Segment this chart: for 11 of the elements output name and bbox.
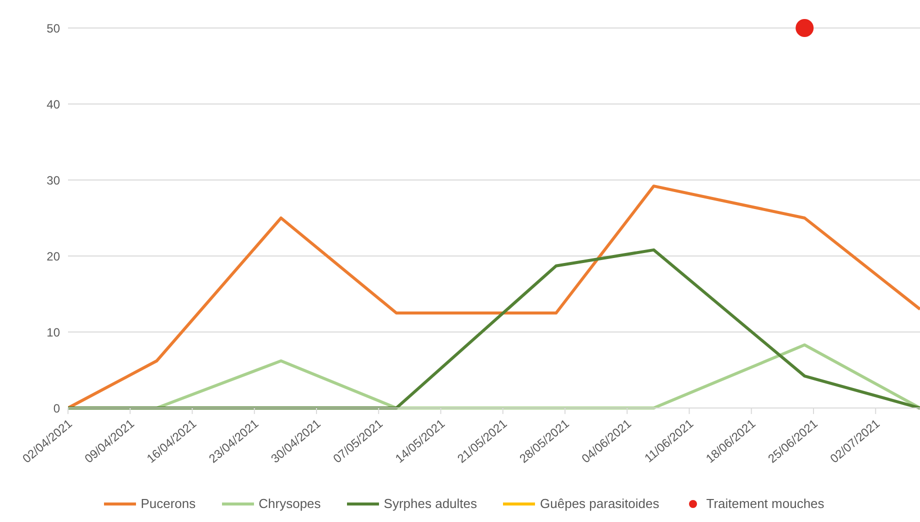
y-tick-label: 0: [53, 401, 60, 416]
y-tick-label: 20: [46, 249, 60, 264]
legend-label: Syrphes adultes: [382, 496, 478, 511]
legend-label: Chrysopes: [258, 496, 321, 511]
y-tick-label: 30: [46, 173, 60, 188]
y-tick-label: 40: [46, 97, 60, 112]
legend-label: Pucerons: [140, 496, 196, 511]
legend-label: Traitement mouches: [705, 496, 824, 511]
y-tick-label: 50: [46, 21, 60, 36]
legend-label: Guêpes parasitoides: [539, 496, 660, 511]
y-tick-label: 10: [46, 325, 60, 340]
